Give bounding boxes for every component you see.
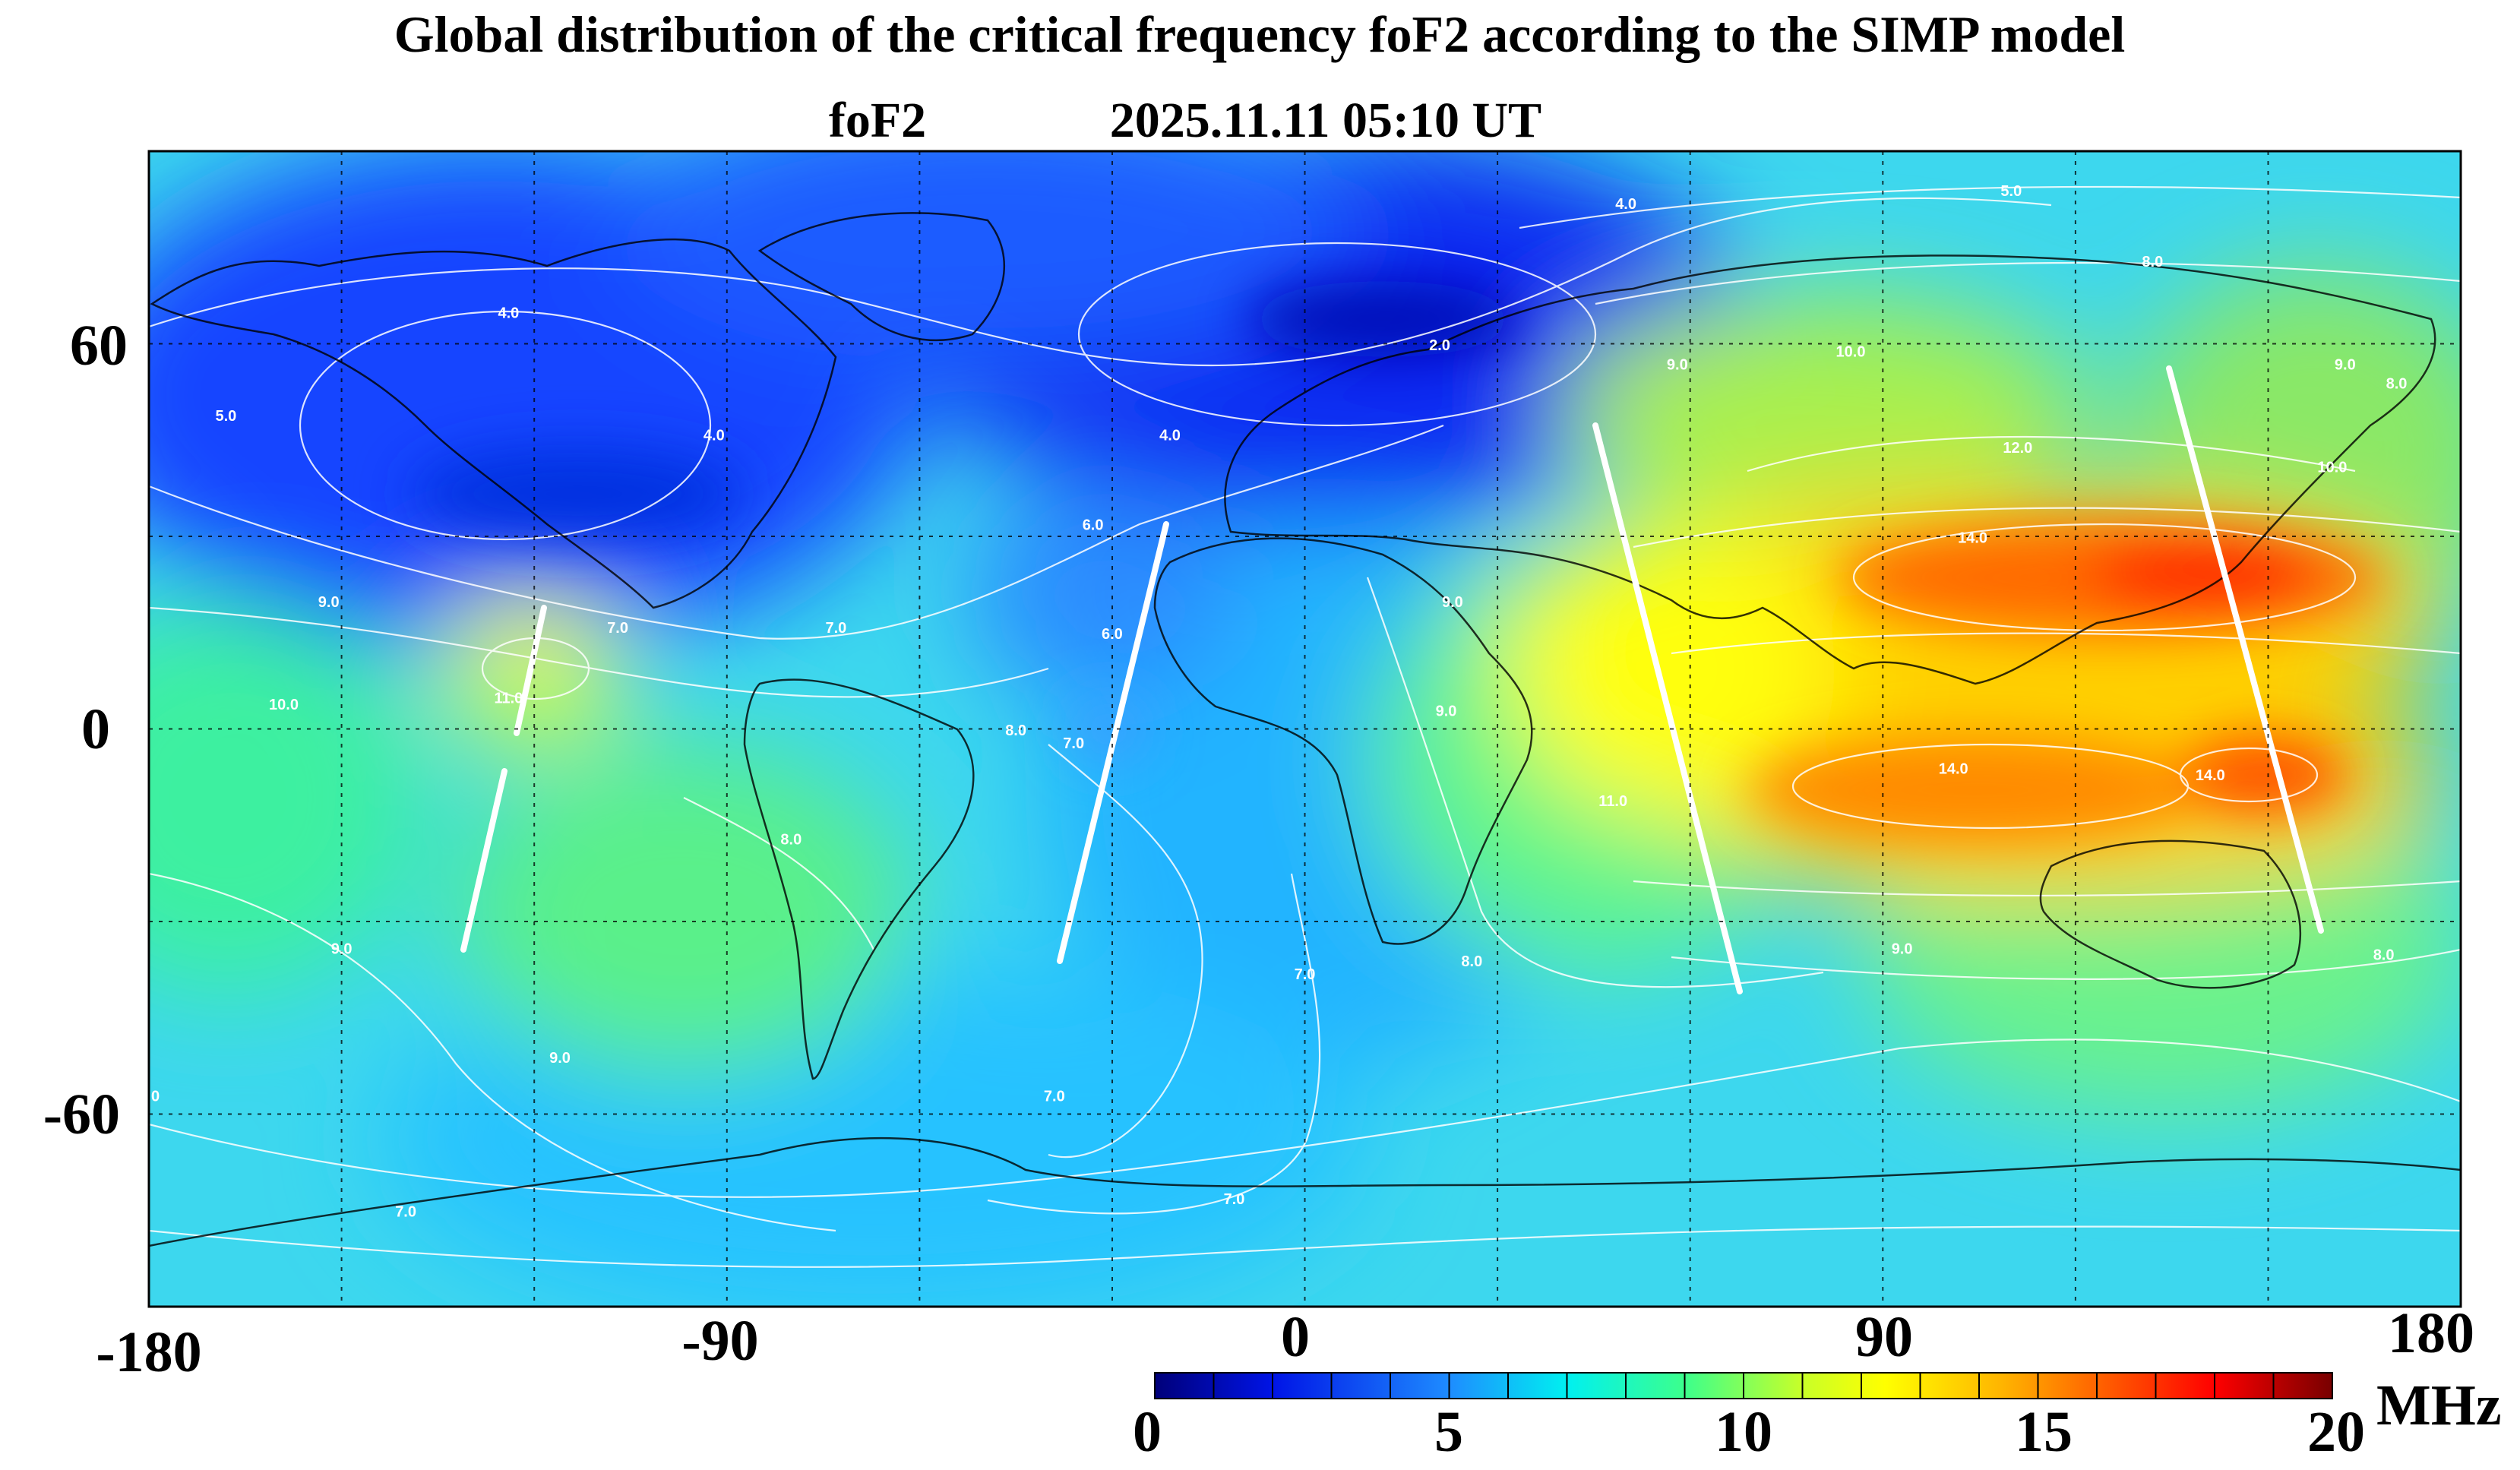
timestamp-label: 2025.11.11 05:10 UT — [1110, 93, 1541, 148]
contour-label: 8.0 — [1005, 722, 1026, 739]
eurasia-outline — [1224, 254, 2436, 685]
contour-label: 8.0 — [780, 832, 802, 849]
contour-label: 14.0 — [1939, 761, 1968, 778]
contour-label: 7.0 — [607, 620, 628, 637]
contour-label: 10.0 — [269, 697, 299, 713]
contour-label: 6.0 — [1102, 626, 1123, 643]
contour-label: 9.0 — [1667, 356, 1688, 373]
x-axis: -180 -90 0 90 180 — [96, 1301, 2474, 1384]
contour-label: 7.0 — [1295, 966, 1316, 983]
contour-label: 2.0 — [1429, 337, 1450, 354]
x-tick-label: -180 — [96, 1320, 201, 1384]
colorbar-unit: MHz — [2376, 1374, 2502, 1437]
contour-label: 4.0 — [1159, 427, 1181, 444]
colorbar-tick-label: 15 — [2015, 1400, 2073, 1464]
contour-label: 4.0 — [498, 305, 519, 322]
contour-label: 8.0 — [1461, 953, 1482, 970]
contour-label: 7.0 — [825, 620, 846, 637]
greenland-outline — [757, 212, 1005, 342]
contour-label: 7.0 — [1063, 735, 1084, 752]
y-tick-label: -60 — [43, 1083, 120, 1146]
colorbar: 0 5 10 15 20 MHz — [1133, 1372, 2502, 1464]
colorbar-tick-label: 20 — [2307, 1400, 2365, 1464]
parameter-label: foF2 — [829, 93, 926, 148]
foF2-color-field — [149, 151, 2461, 1307]
contour-label: 9.0 — [1436, 703, 1457, 720]
contour-label: 0 — [151, 1089, 160, 1105]
contour-label: 8.0 — [2386, 376, 2408, 393]
contour-label: 8.0 — [2373, 947, 2395, 964]
contour-label: 4.0 — [704, 427, 725, 444]
contour-label: 9.0 — [2335, 356, 2356, 373]
contour-label: 10.0 — [1836, 343, 1866, 360]
contour-label: 12.0 — [2003, 440, 2032, 457]
colorbar-tick-label: 10 — [1715, 1400, 1772, 1464]
x-tick-label: 180 — [2388, 1301, 2474, 1365]
y-axis: 60 0 -60 — [43, 314, 128, 1146]
contour-label: 4.0 — [1615, 196, 1636, 213]
lat-lon-grid — [149, 151, 2461, 1307]
contour-label: 6.0 — [1083, 517, 1104, 534]
x-tick-label: -90 — [681, 1309, 758, 1373]
y-tick-label: 0 — [81, 697, 110, 761]
antarctica-outline — [149, 1136, 2461, 1247]
contour-label: 9.0 — [1442, 594, 1463, 611]
contour-label: 7.0 — [1044, 1089, 1065, 1105]
coastlines — [149, 212, 2461, 1247]
chart-title: Global distribution of the critical freq… — [394, 5, 2125, 63]
contour-label: 7.0 — [1224, 1191, 1245, 1208]
contour-label: 5.0 — [215, 408, 236, 425]
contour-label: 10.0 — [2317, 460, 2347, 476]
map-frame — [147, 150, 2462, 1308]
contour-label: 5.0 — [2000, 183, 2022, 200]
foF2-map: 4.0 5.0 4.0 4.0 5.0 2.0 4.0 9.0 10.0 8.0 9.0 8.0 12.… — [149, 151, 2461, 1307]
south-america-outline — [743, 678, 975, 1080]
australia-outline — [2039, 839, 2302, 989]
x-tick-label: 0 — [1281, 1305, 1310, 1369]
north-america-outline — [150, 238, 837, 609]
contour-lines — [149, 185, 2461, 1268]
contour-labels: 4.0 5.0 4.0 4.0 5.0 2.0 4.0 9.0 10.0 8.0 9.0 8.0 12.… — [151, 183, 2407, 1221]
colorbar-tick-label: 0 — [1133, 1400, 1162, 1464]
contour-label: 14.0 — [2196, 767, 2225, 784]
measurement-tracks — [460, 365, 2324, 994]
africa-outline — [1153, 537, 1533, 945]
contour-label: 14.0 — [1958, 530, 1987, 547]
contour-label: 11.0 — [1598, 793, 1627, 810]
contour-label: 9.0 — [318, 594, 340, 611]
contour-label: 9.0 — [1892, 940, 1913, 957]
contour-label: 11.0 — [494, 691, 523, 707]
colorbar-tick-label: 5 — [1434, 1400, 1463, 1464]
contour-label: 7.0 — [395, 1204, 416, 1221]
colorbar-segment-dividers — [1213, 1373, 2275, 1399]
x-tick-label: 90 — [1855, 1305, 1913, 1369]
contour-label: 8.0 — [2142, 254, 2163, 270]
contour-label: 9.0 — [331, 940, 353, 957]
y-tick-label: 60 — [70, 314, 128, 378]
contour-label: 9.0 — [549, 1050, 571, 1067]
